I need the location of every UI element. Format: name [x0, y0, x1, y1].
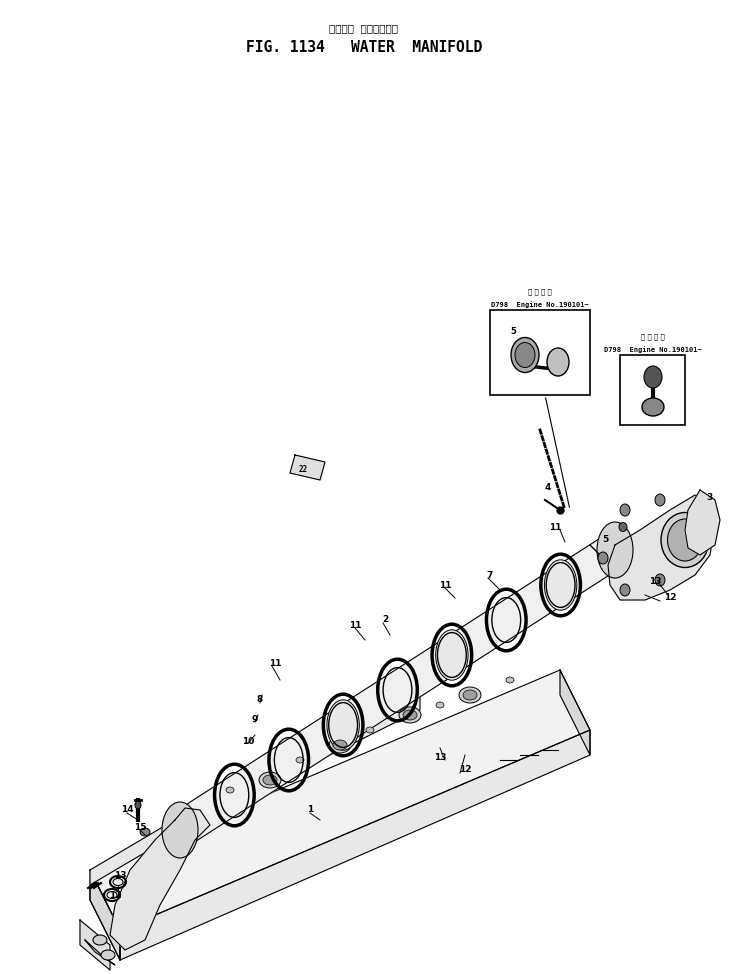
Text: D798  Engine No.190101~: D798 Engine No.190101~ [604, 347, 701, 354]
Polygon shape [85, 940, 115, 965]
Text: 2: 2 [382, 616, 388, 624]
Ellipse shape [515, 343, 535, 367]
Ellipse shape [655, 494, 665, 506]
Text: D798  Engine No.190101~: D798 Engine No.190101~ [491, 302, 589, 309]
Text: 13: 13 [114, 871, 126, 880]
Bar [490, 310, 590, 395]
Text: FIG. 1134   WATER  MANIFOLD: FIG. 1134 WATER MANIFOLD [246, 41, 482, 56]
Polygon shape [90, 870, 120, 960]
Ellipse shape [668, 519, 703, 561]
Text: 3: 3 [707, 493, 713, 502]
Text: 13: 13 [434, 754, 446, 763]
Text: 11: 11 [348, 620, 362, 629]
Text: ウォータ  マニホールド: ウォータ マニホールド [330, 23, 399, 33]
Text: 5: 5 [602, 536, 608, 544]
Polygon shape [200, 695, 420, 820]
Text: 11: 11 [439, 581, 451, 589]
Ellipse shape [333, 740, 347, 750]
Ellipse shape [506, 677, 514, 683]
Polygon shape [120, 730, 590, 960]
Text: 5: 5 [510, 327, 516, 336]
Ellipse shape [463, 690, 477, 700]
Polygon shape [171, 535, 625, 845]
Text: 適 用 番 号: 適 用 番 号 [528, 288, 552, 295]
Ellipse shape [366, 727, 374, 733]
Ellipse shape [162, 802, 198, 858]
Ellipse shape [259, 772, 281, 788]
Text: 適 用 番 号: 適 用 番 号 [641, 334, 664, 340]
Ellipse shape [644, 366, 662, 388]
Text: 7: 7 [487, 571, 494, 580]
Text: 22: 22 [299, 465, 308, 474]
Text: 4: 4 [545, 482, 551, 492]
Ellipse shape [135, 801, 141, 809]
Ellipse shape [101, 950, 115, 960]
Ellipse shape [511, 338, 539, 372]
Text: 9: 9 [252, 716, 258, 725]
Text: 12: 12 [459, 766, 471, 774]
Text: 15: 15 [133, 823, 147, 833]
Ellipse shape [642, 398, 664, 416]
Ellipse shape [327, 699, 359, 750]
Ellipse shape [597, 522, 633, 578]
Polygon shape [90, 870, 120, 960]
Text: 13: 13 [649, 578, 661, 586]
Text: 8: 8 [257, 695, 263, 704]
Text: 10: 10 [242, 737, 254, 746]
Ellipse shape [296, 757, 304, 763]
Polygon shape [90, 805, 200, 885]
Bar [620, 355, 685, 425]
Text: 14: 14 [121, 805, 133, 814]
Ellipse shape [93, 935, 107, 945]
Text: 1: 1 [307, 805, 313, 814]
Ellipse shape [619, 522, 627, 532]
Ellipse shape [329, 737, 351, 753]
Polygon shape [560, 670, 590, 755]
Polygon shape [608, 495, 715, 600]
Ellipse shape [436, 702, 444, 708]
Text: 11: 11 [269, 658, 281, 667]
Ellipse shape [399, 707, 421, 723]
Text: 12: 12 [109, 890, 121, 900]
Polygon shape [80, 920, 110, 970]
Ellipse shape [403, 710, 417, 720]
Ellipse shape [547, 348, 569, 376]
Polygon shape [685, 490, 720, 555]
Ellipse shape [140, 828, 150, 836]
Ellipse shape [661, 512, 709, 568]
Ellipse shape [436, 630, 468, 680]
Polygon shape [290, 455, 325, 480]
Ellipse shape [226, 787, 234, 793]
Ellipse shape [655, 574, 665, 586]
Ellipse shape [620, 584, 630, 596]
Ellipse shape [598, 552, 608, 564]
Polygon shape [90, 670, 590, 930]
Ellipse shape [545, 560, 577, 610]
Ellipse shape [459, 687, 481, 703]
Polygon shape [110, 808, 210, 950]
Text: 11: 11 [549, 522, 561, 532]
Ellipse shape [263, 775, 277, 785]
Ellipse shape [620, 504, 630, 516]
Text: 12: 12 [663, 593, 677, 603]
